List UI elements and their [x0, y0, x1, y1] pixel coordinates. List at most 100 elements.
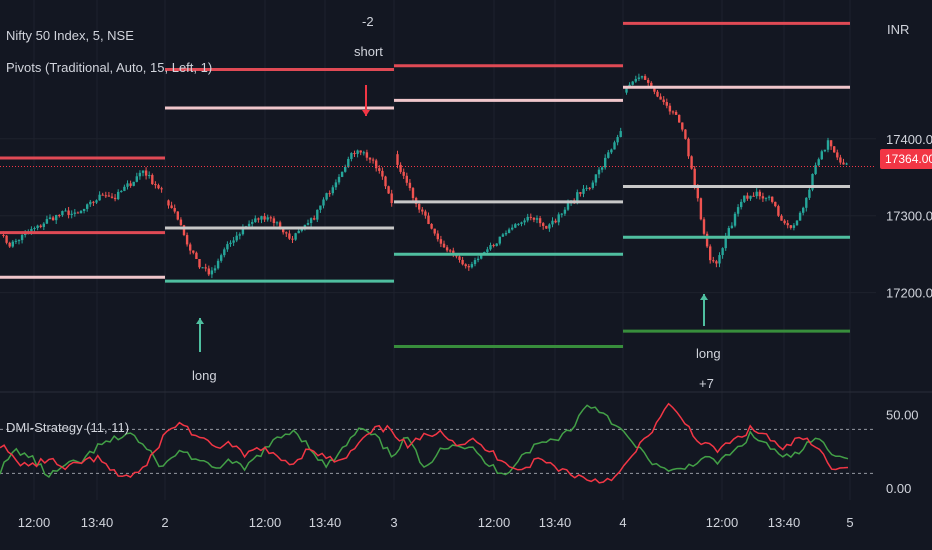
- candle-body: [350, 153, 353, 159]
- candle-body: [464, 264, 467, 267]
- x-tick-label: 13:40: [768, 515, 801, 530]
- candle-body: [282, 228, 285, 233]
- candle-body: [507, 229, 511, 233]
- candle-body: [232, 240, 235, 243]
- candle-body: [365, 152, 369, 158]
- candle-body: [285, 232, 288, 234]
- candle-body: [378, 168, 381, 171]
- candle-body: [176, 211, 179, 220]
- x-tick-label: 12:00: [706, 515, 739, 530]
- candle-body: [671, 111, 675, 113]
- dmi-y-tick-label: 0.00: [886, 481, 911, 496]
- x-tick-label: 12:00: [18, 515, 51, 530]
- candle-body: [811, 173, 814, 190]
- candle-body: [266, 217, 269, 220]
- candle-body: [288, 233, 291, 239]
- candle-body: [251, 222, 254, 224]
- candle-body: [101, 194, 104, 196]
- candle-body: [610, 149, 613, 153]
- candle-body: [347, 158, 350, 168]
- candle-body: [179, 219, 183, 226]
- candle-body: [368, 157, 372, 160]
- candle-body: [86, 204, 89, 209]
- candle-body: [167, 200, 170, 206]
- candle-body: [269, 217, 272, 219]
- candle-body: [126, 183, 129, 187]
- candle-body: [489, 245, 492, 250]
- candle-body: [625, 87, 628, 93]
- short-count-label: -2: [362, 14, 374, 29]
- candle-body: [476, 258, 480, 261]
- dmi-y-tick-label: 50.00: [886, 408, 919, 423]
- candle-body: [241, 228, 245, 235]
- candle-body: [129, 183, 132, 186]
- candle-body: [33, 227, 36, 229]
- long-arrow-day2-head: [196, 318, 204, 324]
- candle-body: [204, 267, 207, 269]
- candle-body: [705, 233, 709, 247]
- candle-body: [579, 192, 582, 194]
- candle-body: [511, 227, 514, 230]
- candle-body: [449, 250, 452, 252]
- x-tick-label: 5: [846, 515, 853, 530]
- candle-body: [170, 205, 173, 209]
- y-tick-label: 17300.00: [886, 209, 932, 224]
- candle-body: [154, 184, 157, 186]
- candle-body: [291, 238, 294, 240]
- symbol-legend[interactable]: Nifty 50 Index, 5, NSE: [6, 28, 134, 43]
- candle-body: [576, 192, 579, 202]
- candle-body: [740, 201, 743, 208]
- candle-body: [331, 187, 334, 194]
- candle-body: [375, 160, 378, 169]
- candle-body: [319, 205, 322, 210]
- short-label: short: [354, 44, 383, 59]
- candle-body: [678, 114, 681, 123]
- candle-body: [334, 182, 338, 188]
- candle-body: [117, 191, 120, 200]
- candle-body: [767, 196, 771, 198]
- candle-body: [659, 96, 662, 100]
- candle-body: [55, 215, 58, 221]
- candle-body: [640, 76, 644, 78]
- dmi-legend[interactable]: DMI-Strategy (11, 11): [6, 420, 130, 435]
- candle-body: [157, 185, 160, 189]
- candle-body: [226, 244, 229, 250]
- candle-body: [749, 195, 752, 199]
- candle-body: [306, 223, 310, 225]
- x-tick-label: 12:00: [249, 515, 282, 530]
- candle-body: [371, 159, 375, 161]
- candle-body: [495, 243, 498, 246]
- currency-label: INR: [887, 22, 910, 37]
- candle-body: [600, 167, 604, 170]
- pivots-legend[interactable]: Pivots (Traditional, Auto, 15, Left, 1): [6, 60, 213, 75]
- candle-body: [820, 151, 823, 160]
- candle-body: [73, 212, 76, 214]
- candle-body: [665, 102, 668, 106]
- candle-body: [684, 129, 687, 139]
- candle-body: [430, 224, 433, 229]
- candle-body: [529, 216, 532, 218]
- candle-body: [5, 235, 8, 243]
- candle-body: [272, 218, 276, 224]
- candle-body: [470, 264, 474, 268]
- candle-body: [492, 245, 495, 247]
- last-price-tag: 17364.00: [880, 149, 932, 169]
- candle-body: [833, 146, 836, 153]
- candle-body: [520, 222, 523, 224]
- candle-body: [808, 189, 811, 198]
- long-label-day2: long: [192, 368, 217, 383]
- candle-body: [619, 131, 622, 138]
- candle-body: [761, 196, 765, 199]
- candle-body: [220, 255, 223, 261]
- candle-body: [399, 164, 402, 172]
- candle-body: [2, 234, 5, 236]
- candle-body: [297, 230, 300, 234]
- candle-body: [607, 152, 610, 158]
- candle-body: [144, 170, 148, 176]
- candle-body: [461, 259, 464, 265]
- candle-body: [247, 223, 251, 227]
- candle-body: [551, 220, 554, 225]
- candle-body: [132, 181, 135, 186]
- candle-body: [257, 218, 260, 220]
